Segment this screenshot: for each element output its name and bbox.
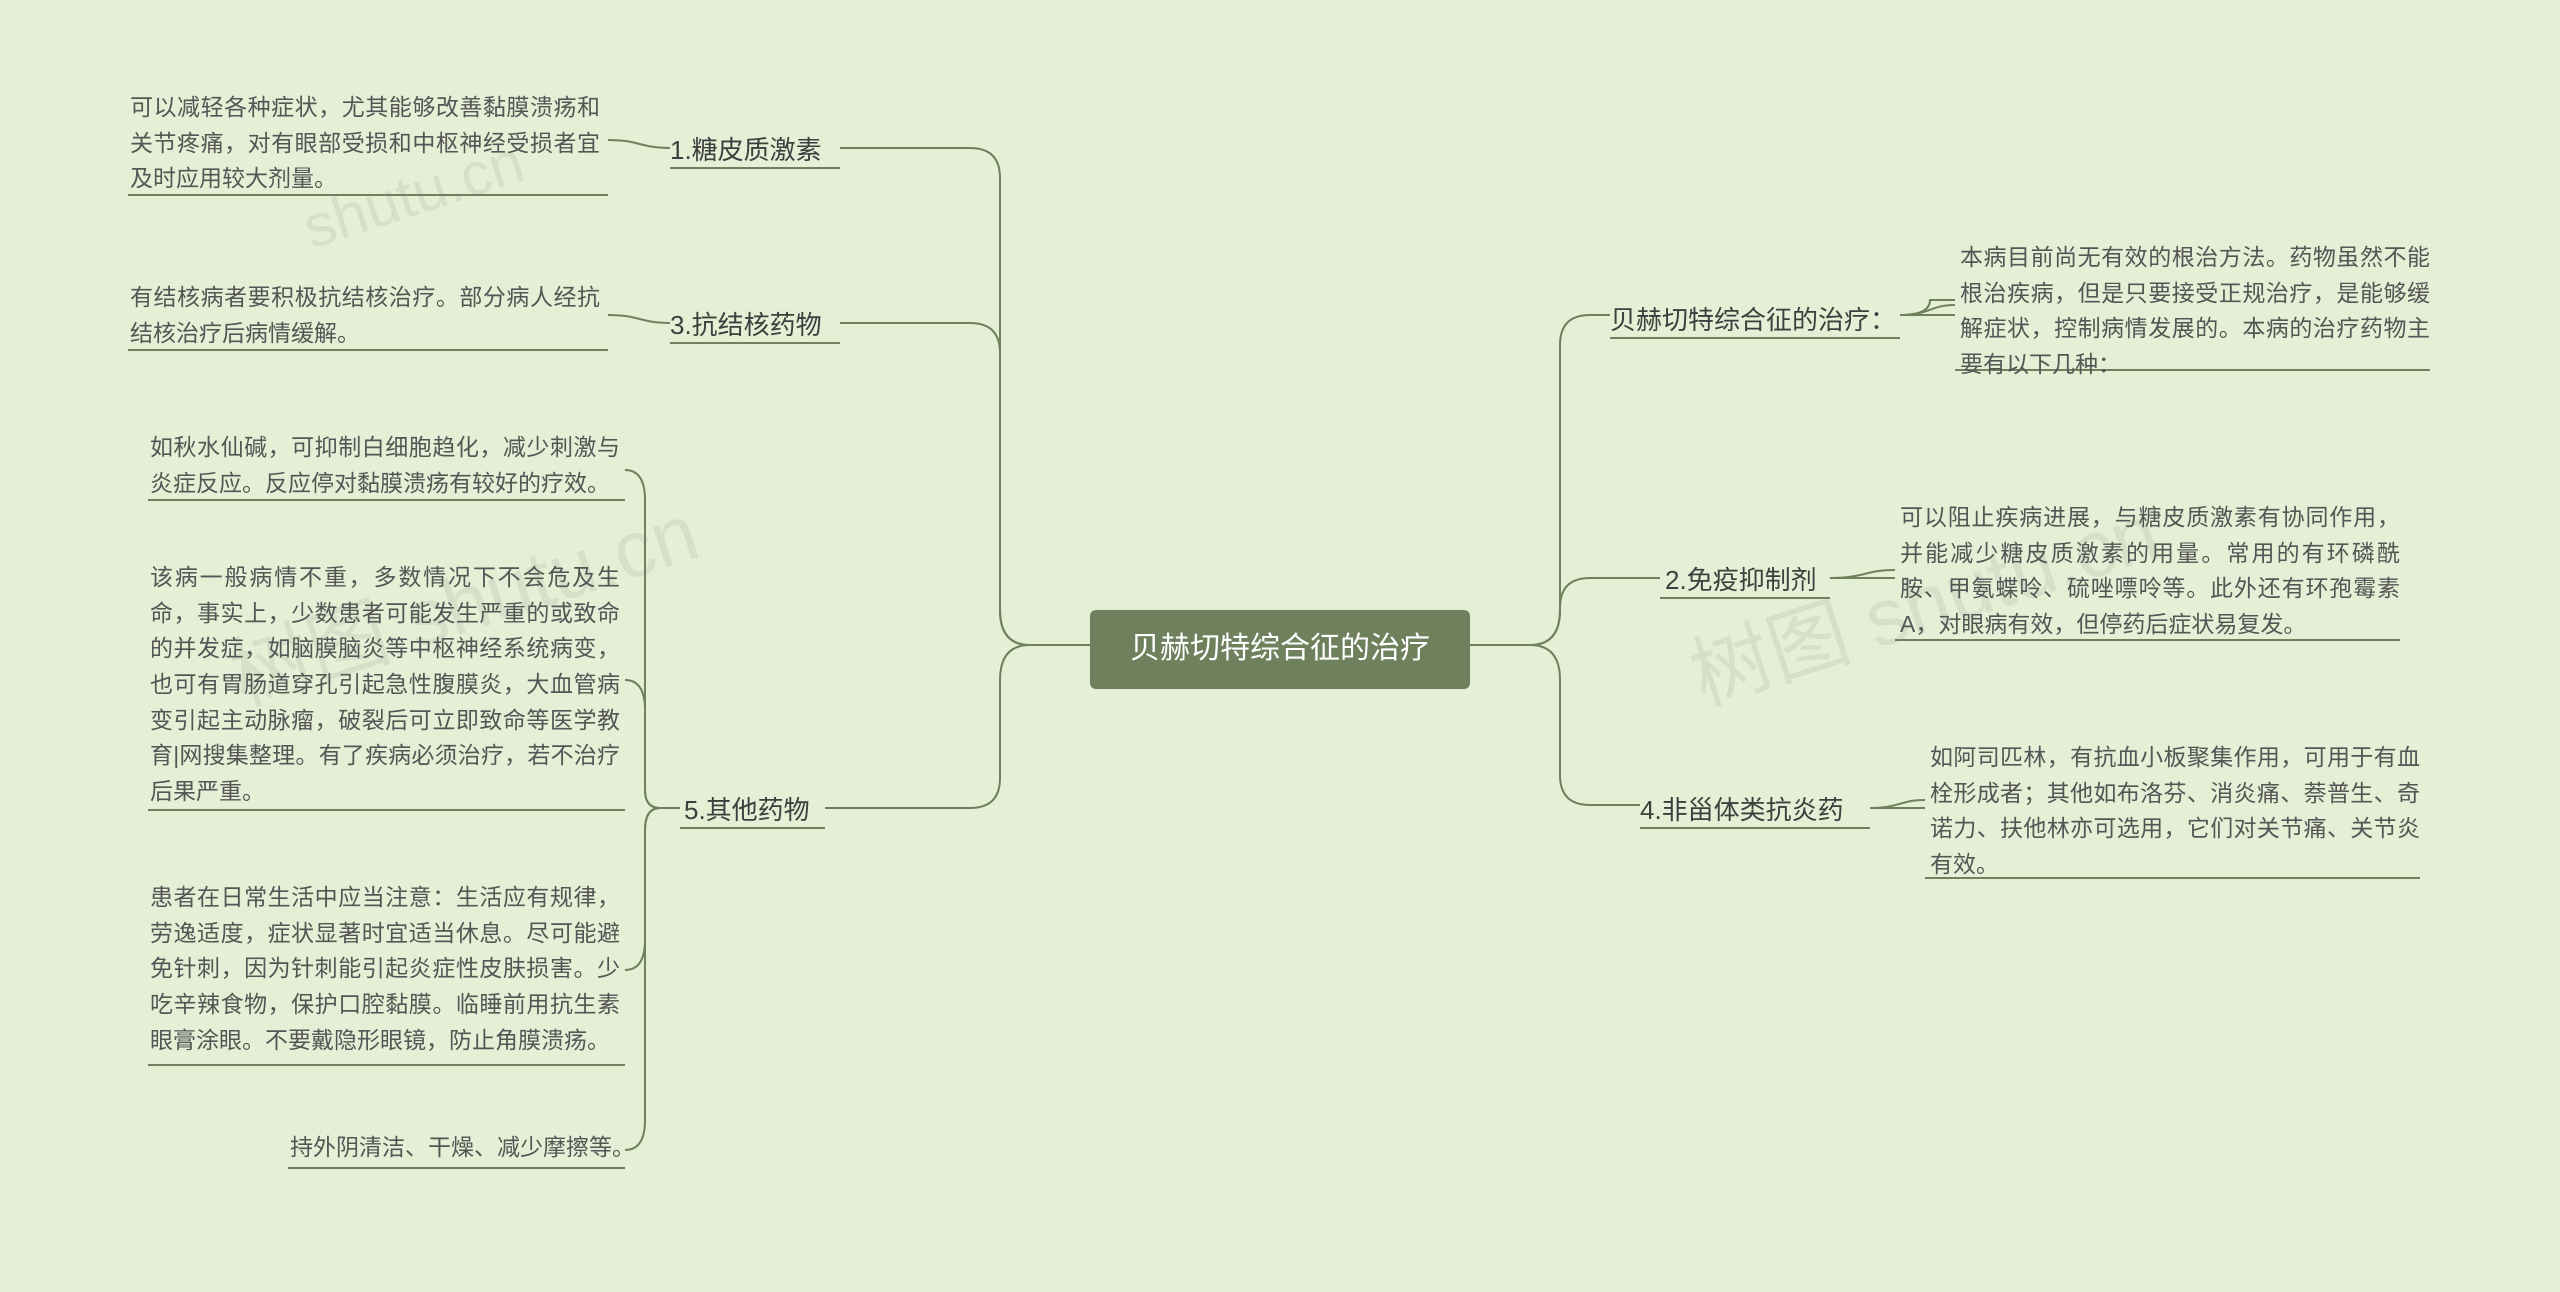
leaf-l1-0: 可以减轻各种症状，尤其能够改善黏膜溃疡和关节疼痛，对有眼部受损和中枢神经受损者宜… [130, 90, 600, 197]
leaf-l3-3: 持外阴清洁、干燥、减少摩擦等。 [290, 1130, 650, 1166]
leaf-l2-0: 有结核病者要积极抗结核治疗。部分病人经抗结核治疗后病情缓解。 [130, 280, 600, 351]
leaf-r1-0: 本病目前尚无有效的根治方法。药物虽然不能根治疾病，但是只要接受正规治疗，是能够缓… [1960, 240, 2430, 383]
leaf-l3-0: 如秋水仙碱，可抑制白细胞趋化，减少刺激与炎症反应。反应停对黏膜溃疡有较好的疗效。 [150, 430, 620, 501]
branch-r1: 贝赫切特综合征的治疗： [1610, 300, 1896, 340]
branch-l3: 5.其他药物 [684, 790, 810, 830]
leaf-l3-2: 患者在日常生活中应当注意：生活应有规律，劳逸适度，症状显著时宜适当休息。尽可能避… [150, 880, 620, 1058]
root-node: 贝赫切特综合征的治疗 [1090, 610, 1470, 689]
branch-r3: 4.非甾体类抗炎药 [1640, 790, 1844, 830]
leaf-r3-0: 如阿司匹林，有抗血小板聚集作用，可用于有血栓形成者；其他如布洛芬、消炎痛、萘普生… [1930, 740, 2420, 883]
branch-l2: 3.抗结核药物 [670, 305, 822, 345]
branch-l1: 1.糖皮质激素 [670, 130, 822, 170]
branch-r2: 2.免疫抑制剂 [1665, 560, 1817, 600]
leaf-r2-0: 可以阻止疾病进展，与糖皮质激素有协同作用，并能减少糖皮质激素的用量。常用的有环磷… [1900, 500, 2400, 643]
leaf-l3-1: 该病一般病情不重，多数情况下不会危及生命，事实上，少数患者可能发生严重的或致命的… [150, 560, 620, 809]
